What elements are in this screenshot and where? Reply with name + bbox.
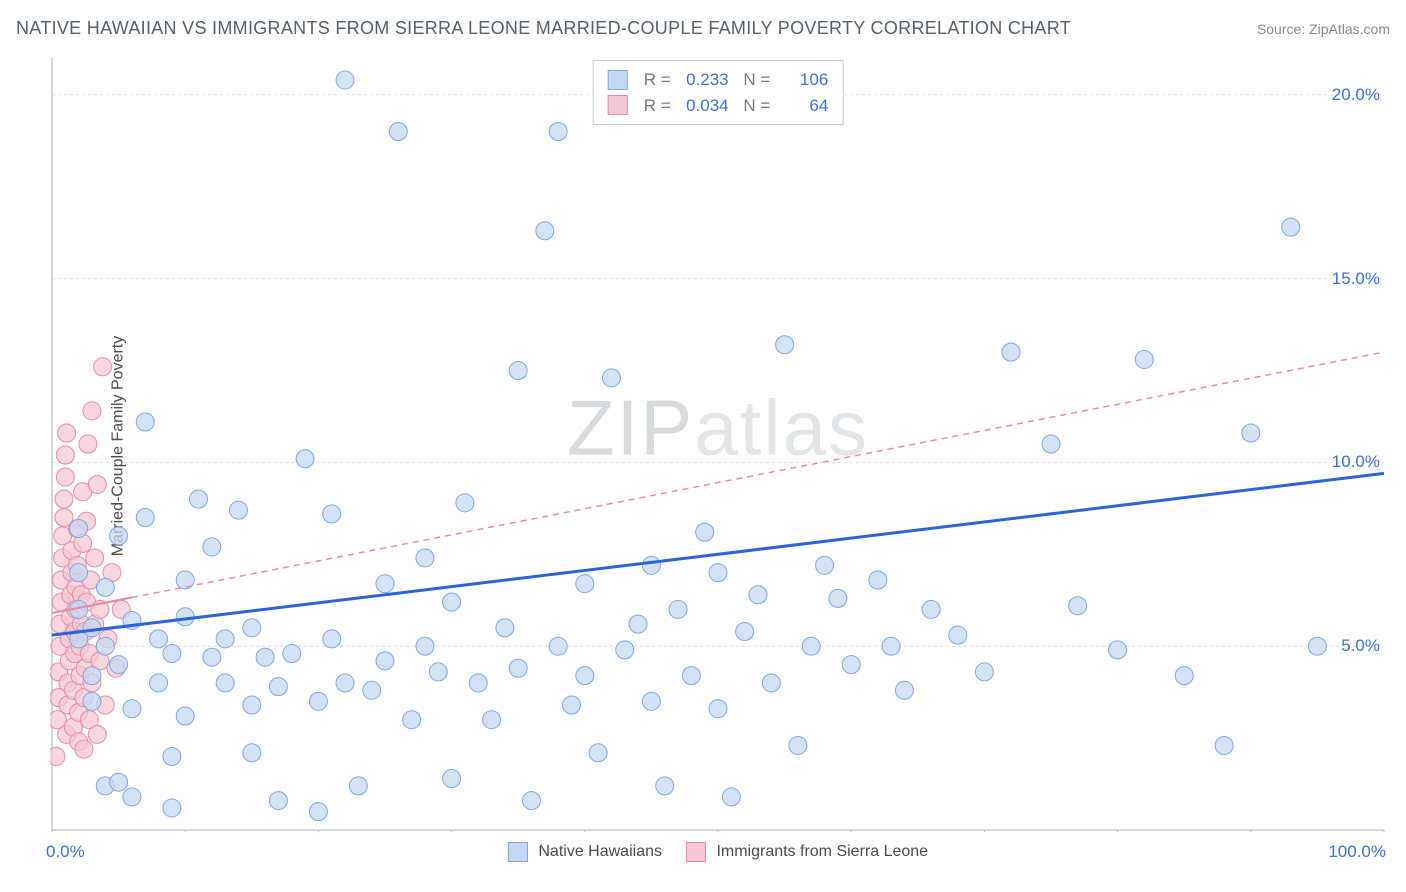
x-tick-left: 0.0% [46, 842, 85, 862]
x-legend-label-1: Immigrants from Sierra Leone [716, 843, 928, 860]
chart-title: NATIVE HAWAIIAN VS IMMIGRANTS FROM SIERR… [16, 18, 1071, 39]
y-tick-label: 20.0% [1332, 85, 1380, 105]
legend-swatch-0 [608, 70, 628, 90]
legend-swatch-1 [608, 95, 628, 115]
legend-n-0: 106 [780, 67, 828, 93]
y-tick-label: 15.0% [1332, 269, 1380, 289]
correlation-legend: R = 0.233 N = 106 R = 0.034 N = 64 [593, 60, 844, 125]
y-tick-label: 10.0% [1332, 452, 1380, 472]
legend-r-1: 0.034 [681, 93, 729, 119]
chart-source: Source: ZipAtlas.com [1257, 21, 1390, 37]
x-legend-swatch-0 [508, 842, 528, 862]
x-legend-swatch-1 [686, 842, 706, 862]
x-legend-item-1: Immigrants from Sierra Leone [686, 842, 928, 862]
chart-plot-area: R = 0.233 N = 106 R = 0.034 N = 64 ZIPat… [50, 56, 1386, 832]
y-tick-label: 5.0% [1341, 636, 1380, 656]
legend-n-1: 64 [780, 93, 828, 119]
x-legend-label-0: Native Hawaiians [538, 843, 662, 860]
chart-svg [50, 56, 1386, 832]
x-legend-item-0: Native Hawaiians [508, 842, 662, 862]
chart-header: NATIVE HAWAIIAN VS IMMIGRANTS FROM SIERR… [16, 18, 1390, 39]
legend-row-series-1: R = 0.034 N = 64 [608, 93, 829, 119]
legend-r-0: 0.233 [681, 67, 729, 93]
x-tick-right: 100.0% [1328, 842, 1386, 862]
x-legend: Native Hawaiians Immigrants from Sierra … [508, 842, 928, 862]
legend-row-series-0: R = 0.233 N = 106 [608, 67, 829, 93]
